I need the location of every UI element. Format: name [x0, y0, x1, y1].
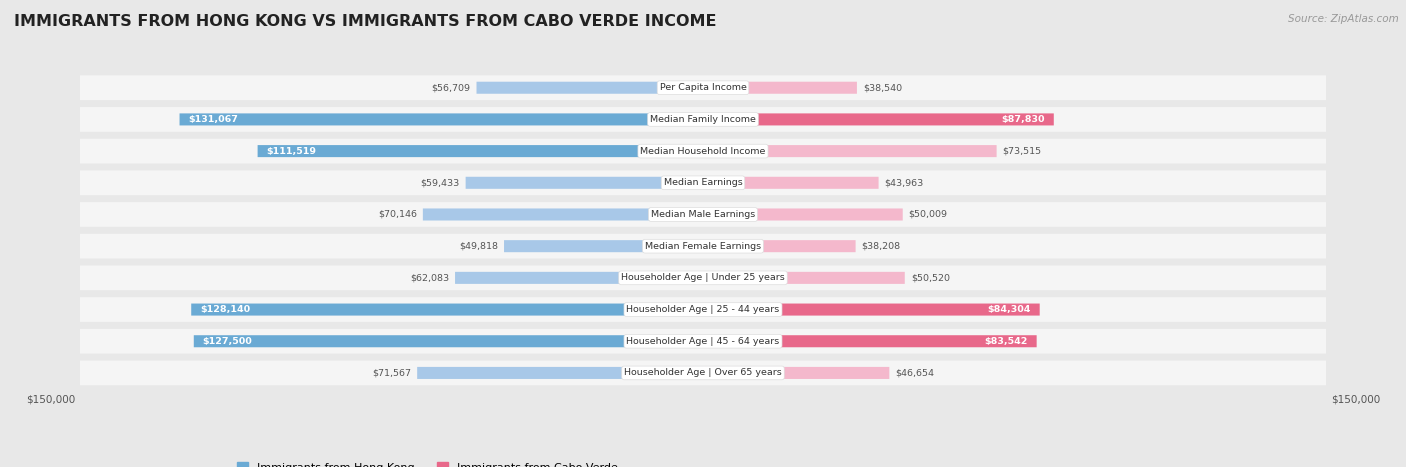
- Text: $128,140: $128,140: [200, 305, 250, 314]
- Text: IMMIGRANTS FROM HONG KONG VS IMMIGRANTS FROM CABO VERDE INCOME: IMMIGRANTS FROM HONG KONG VS IMMIGRANTS …: [14, 14, 717, 29]
- Text: $43,963: $43,963: [884, 178, 924, 187]
- FancyBboxPatch shape: [191, 304, 703, 316]
- FancyBboxPatch shape: [703, 304, 1039, 316]
- Text: Median Household Income: Median Household Income: [640, 147, 766, 156]
- Text: Median Female Earnings: Median Female Earnings: [645, 242, 761, 251]
- FancyBboxPatch shape: [703, 113, 1053, 126]
- Text: $111,519: $111,519: [267, 147, 316, 156]
- Legend: Immigrants from Hong Kong, Immigrants from Cabo Verde: Immigrants from Hong Kong, Immigrants fr…: [238, 462, 617, 467]
- FancyBboxPatch shape: [418, 367, 703, 379]
- FancyBboxPatch shape: [257, 145, 703, 157]
- Text: $38,540: $38,540: [863, 83, 903, 92]
- FancyBboxPatch shape: [703, 272, 905, 284]
- Text: Source: ZipAtlas.com: Source: ZipAtlas.com: [1288, 14, 1399, 24]
- FancyBboxPatch shape: [194, 335, 703, 347]
- Text: Per Capita Income: Per Capita Income: [659, 83, 747, 92]
- Text: Median Male Earnings: Median Male Earnings: [651, 210, 755, 219]
- Text: Householder Age | 45 - 64 years: Householder Age | 45 - 64 years: [627, 337, 779, 346]
- FancyBboxPatch shape: [456, 272, 703, 284]
- FancyBboxPatch shape: [703, 82, 856, 94]
- Text: $62,083: $62,083: [411, 273, 449, 283]
- FancyBboxPatch shape: [180, 113, 703, 126]
- Text: Median Earnings: Median Earnings: [664, 178, 742, 187]
- FancyBboxPatch shape: [477, 82, 703, 94]
- FancyBboxPatch shape: [80, 75, 1326, 100]
- FancyBboxPatch shape: [703, 335, 1036, 347]
- Text: $150,000: $150,000: [1330, 395, 1379, 405]
- Text: Householder Age | Under 25 years: Householder Age | Under 25 years: [621, 273, 785, 283]
- FancyBboxPatch shape: [80, 361, 1326, 385]
- FancyBboxPatch shape: [80, 266, 1326, 290]
- FancyBboxPatch shape: [80, 139, 1326, 163]
- Text: Householder Age | 25 - 44 years: Householder Age | 25 - 44 years: [627, 305, 779, 314]
- FancyBboxPatch shape: [703, 145, 997, 157]
- Text: Median Family Income: Median Family Income: [650, 115, 756, 124]
- FancyBboxPatch shape: [703, 208, 903, 220]
- FancyBboxPatch shape: [465, 177, 703, 189]
- FancyBboxPatch shape: [80, 170, 1326, 195]
- FancyBboxPatch shape: [80, 202, 1326, 227]
- Text: $131,067: $131,067: [188, 115, 239, 124]
- Text: Householder Age | Over 65 years: Householder Age | Over 65 years: [624, 368, 782, 377]
- FancyBboxPatch shape: [703, 177, 879, 189]
- Text: $150,000: $150,000: [27, 395, 76, 405]
- Text: $83,542: $83,542: [984, 337, 1028, 346]
- FancyBboxPatch shape: [80, 329, 1326, 354]
- Text: $46,654: $46,654: [896, 368, 935, 377]
- Text: $50,009: $50,009: [908, 210, 948, 219]
- Text: $50,520: $50,520: [911, 273, 950, 283]
- FancyBboxPatch shape: [80, 107, 1326, 132]
- FancyBboxPatch shape: [703, 240, 856, 252]
- Text: $87,830: $87,830: [1001, 115, 1045, 124]
- Text: $38,208: $38,208: [862, 242, 901, 251]
- Text: $70,146: $70,146: [378, 210, 416, 219]
- Text: $49,818: $49,818: [458, 242, 498, 251]
- Text: $59,433: $59,433: [420, 178, 460, 187]
- Text: $73,515: $73,515: [1002, 147, 1042, 156]
- Text: $127,500: $127,500: [202, 337, 253, 346]
- Text: $84,304: $84,304: [987, 305, 1031, 314]
- FancyBboxPatch shape: [423, 208, 703, 220]
- Text: $56,709: $56,709: [432, 83, 471, 92]
- FancyBboxPatch shape: [503, 240, 703, 252]
- FancyBboxPatch shape: [80, 297, 1326, 322]
- Text: $71,567: $71,567: [373, 368, 411, 377]
- FancyBboxPatch shape: [703, 367, 890, 379]
- FancyBboxPatch shape: [80, 234, 1326, 259]
